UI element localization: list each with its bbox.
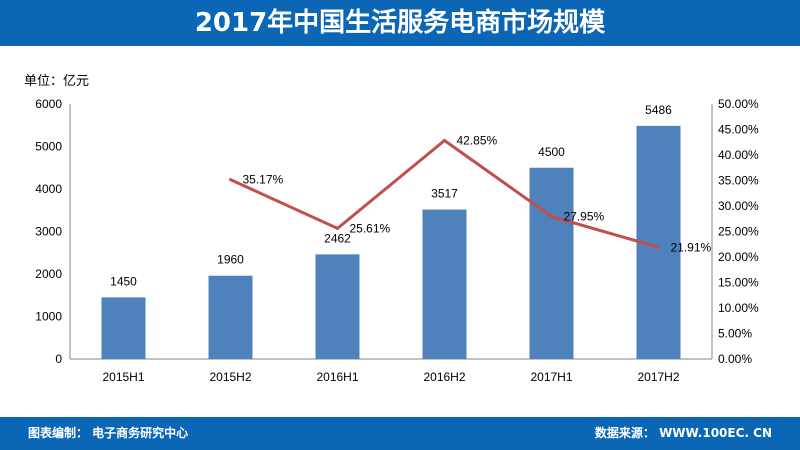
y-tick-label: 4000 [35,182,62,196]
line-point [336,226,339,230]
y2-tick-label: 5.00% [718,327,752,341]
y-tick-label: 5000 [35,140,62,154]
y-tick-label: 2000 [35,267,62,281]
bar [529,167,574,359]
x-tick-label: 2015H2 [209,370,251,384]
page-title: 2017年中国生活服务电商市场规模 [0,0,800,46]
y2-tick-label: 10.00% [718,301,759,315]
y-tick-label: 3000 [35,225,62,239]
x-tick-label: 2016H1 [316,370,358,384]
y2-tick-label: 50.00% [718,97,759,111]
x-tick-label: 2017H2 [637,370,679,384]
y2-tick-label: 35.00% [718,174,759,188]
x-tick-label: 2017H1 [530,370,572,384]
bar-value-label: 1960 [217,253,244,267]
bar [101,297,146,359]
unit-label: 单位：亿元 [24,74,90,89]
bar-value-label: 5486 [645,103,672,117]
line-point [657,245,660,249]
bar [422,209,467,359]
bar-value-label: 4500 [538,145,565,159]
x-tick-label: 2015H1 [102,370,144,384]
bar [208,275,253,359]
footer-source: 数据来源： WWW.100EC. CN [594,426,772,440]
bar-value-label: 2462 [324,231,351,245]
footer-compiler: 图表编制： 电子商务研究中心 [28,426,189,440]
bar [315,254,360,359]
y2-tick-label: 40.00% [718,148,759,162]
line-value-label: 25.61% [350,221,391,235]
bar-value-label: 3517 [431,187,458,201]
line-point [443,138,446,142]
x-tick-label: 2016H2 [423,370,465,384]
y2-tick-label: 15.00% [718,276,759,290]
line-point [550,214,553,218]
y2-tick-label: 20.00% [718,250,759,264]
y2-tick-label: 25.00% [718,225,759,239]
line-point [229,178,232,182]
y-tick-label: 0 [55,352,62,366]
line-value-label: 35.17% [243,173,284,187]
y-tick-label: 1000 [35,310,62,324]
line-value-label: 21.91% [671,240,712,254]
line-value-label: 27.95% [564,209,605,223]
y-tick-label: 6000 [35,97,62,111]
footer: 图表编制： 电子商务研究中心 数据来源： WWW.100EC. CN [0,417,800,450]
bar-value-label: 1450 [110,274,137,288]
line-value-label: 42.85% [457,133,498,147]
y2-tick-label: 0.00% [718,352,752,366]
y2-tick-label: 45.00% [718,123,759,137]
y2-tick-label: 30.00% [718,199,759,213]
